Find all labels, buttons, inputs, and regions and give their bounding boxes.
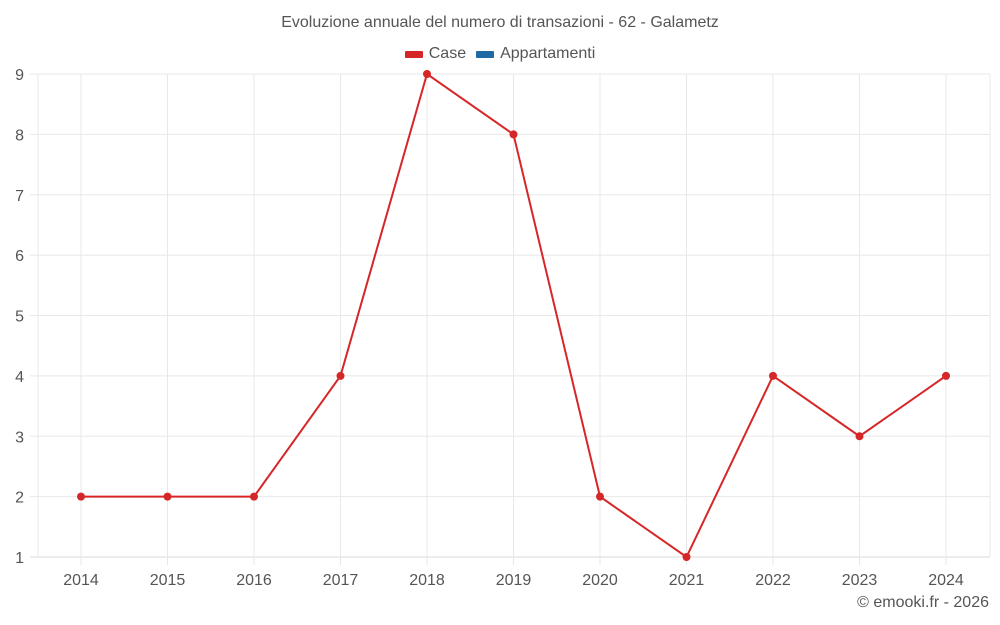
y-tick-label: 3 — [15, 429, 24, 446]
series-case — [77, 70, 950, 561]
data-point[interactable] — [942, 371, 950, 380]
data-point[interactable] — [682, 553, 691, 561]
grid-lines — [30, 73, 991, 565]
y-tick-label: 7 — [15, 188, 24, 205]
y-tick-label: 8 — [15, 127, 24, 144]
y-axis: 1 2 3 4 5 6 7 8 9 — [15, 67, 24, 567]
data-point[interactable] — [163, 492, 172, 501]
data-point[interactable] — [77, 492, 85, 501]
y-tick-label: 5 — [15, 309, 24, 326]
chart-title: Evoluzione annuale del numero di transaz… — [281, 14, 719, 31]
x-tick-label: 2022 — [755, 572, 791, 589]
legend-label-appartamenti: Appartamenti — [500, 45, 596, 62]
chart-legend: Case Appartamenti — [0, 45, 1000, 63]
x-tick-label: 2019 — [496, 572, 532, 589]
data-point[interactable] — [423, 70, 431, 78]
x-tick-label: 2020 — [582, 572, 618, 589]
x-tick-label: 2016 — [236, 572, 272, 589]
data-point[interactable] — [336, 371, 345, 380]
legend-item-case[interactable]: Case — [404, 45, 467, 63]
legend-item-appartamenti[interactable]: Appartamenti — [476, 45, 595, 63]
x-tick-label: 2018 — [409, 572, 445, 589]
x-tick-label: 2015 — [150, 572, 186, 589]
data-point[interactable] — [855, 432, 864, 441]
y-tick-label: 6 — [15, 248, 24, 265]
data-point[interactable] — [596, 492, 604, 501]
x-tick-label: 2024 — [928, 572, 964, 589]
y-tick-label: 2 — [15, 490, 24, 507]
data-point[interactable] — [250, 492, 258, 501]
data-point[interactable] — [509, 130, 518, 139]
credit-text: © emooki.fr - 2026 — [857, 594, 989, 611]
x-tick-label: 2017 — [323, 572, 359, 589]
x-tick-label: 2021 — [669, 572, 705, 589]
x-tick-label: 2014 — [63, 572, 99, 589]
legend-label-case: Case — [428, 45, 467, 62]
y-tick-label: 4 — [15, 369, 24, 386]
data-point[interactable] — [769, 371, 777, 380]
legend-swatch-appartamenti-icon — [476, 50, 495, 58]
x-axis: 2014 2015 2016 2017 2018 2019 2020 2021 2022 2023… — [63, 572, 964, 589]
y-tick-label: 1 — [15, 550, 24, 567]
x-tick-label: 2023 — [842, 572, 878, 589]
legend-swatch-case-icon — [404, 50, 423, 58]
y-tick-label: 9 — [15, 67, 24, 84]
